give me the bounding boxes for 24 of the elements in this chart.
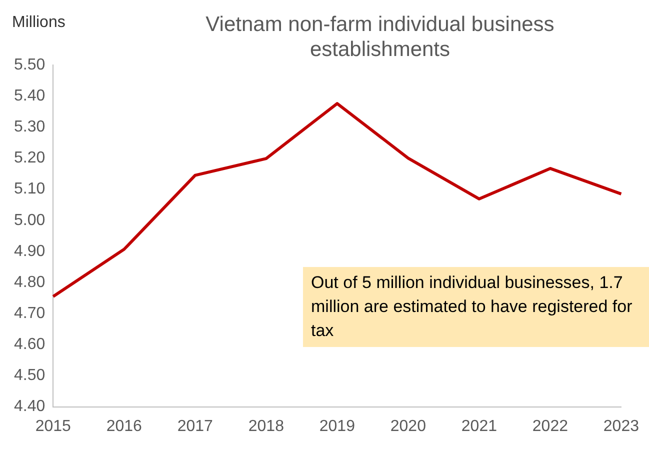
chart-title: Vietnam non-farm individual business establishments [204,12,556,62]
annotation: Out of 5 million individual businesses, 1.7 million are estimated to have registered for tax [303,267,649,347]
y-tick-label: 4.70 [14,304,46,322]
x-tick-label: 2016 [106,418,142,435]
y-tick-label: 4.50 [14,367,46,384]
x-tick-label: 2022 [532,418,568,435]
y-tick-label: 5.20 [14,150,46,167]
x-tick-label: 2017 [177,418,214,435]
y-tick-label: 4.90 [14,242,46,260]
x-tick-label: 2018 [248,418,284,435]
x-tick-label: 2020 [390,418,426,435]
y-tick-label: 4.40 [14,398,46,416]
x-tick-label: 2023 [603,418,640,435]
y-tick-label: 5.50 [14,56,46,74]
y-tick-label: 5.30 [14,118,46,136]
x-tick-label: 2021 [461,418,498,435]
y-tick-label: 4.60 [14,336,46,354]
x-tick-label: 2015 [35,418,72,435]
y-tick-label: 5.10 [14,180,46,198]
y-tick-label: 4.80 [14,274,46,291]
x-tick-label: 2019 [319,418,356,435]
y-tick-label: 5.40 [14,87,46,104]
y-axis-title: Millions [12,14,66,32]
y-tick-label: 5.00 [14,212,46,229]
